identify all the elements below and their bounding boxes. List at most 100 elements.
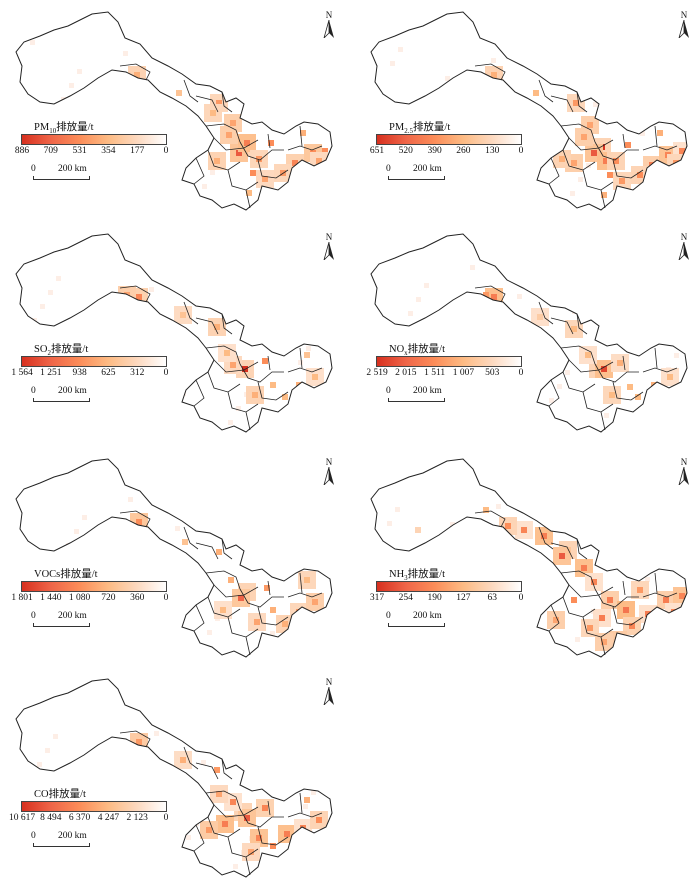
emission-cell xyxy=(571,320,577,326)
legend-tick-label: 938 xyxy=(72,368,87,378)
emission-cell xyxy=(663,597,669,603)
emission-cell xyxy=(173,405,178,410)
emission-cell xyxy=(225,718,230,723)
emission-cell xyxy=(395,507,400,512)
emission-cell xyxy=(591,150,597,156)
emission-cell xyxy=(242,372,248,378)
emission-cell xyxy=(102,418,107,423)
emission-cell xyxy=(230,350,236,356)
emission-cell xyxy=(174,751,180,757)
emission-cell xyxy=(180,751,186,757)
legend-tick-label: 503 xyxy=(485,368,500,378)
emission-cell xyxy=(310,158,316,164)
emission-cell xyxy=(144,629,149,634)
emission-cell xyxy=(254,613,260,619)
emission-cell xyxy=(615,643,621,649)
emission-cell xyxy=(585,358,591,364)
emission-cell xyxy=(570,191,575,196)
emission-cell xyxy=(390,61,395,66)
emission-cell xyxy=(319,776,324,781)
emission-cell xyxy=(629,617,635,623)
emission-cell xyxy=(304,577,310,583)
prefecture-border xyxy=(195,317,219,335)
emission-cell xyxy=(679,148,685,154)
emission-cell xyxy=(250,815,256,821)
emission-cell xyxy=(220,126,226,132)
emission-cell xyxy=(607,603,613,609)
emission-cell xyxy=(673,593,679,599)
emission-cell xyxy=(667,166,673,172)
emission-cell xyxy=(236,372,242,378)
emission-cell xyxy=(531,320,537,326)
emission-cell xyxy=(208,158,214,164)
emission-cell xyxy=(657,627,663,633)
emission-cell xyxy=(553,553,559,559)
prefecture-border xyxy=(207,149,241,171)
emission-cell xyxy=(606,534,611,539)
emission-cell xyxy=(312,599,318,605)
emission-cell xyxy=(536,594,541,599)
emission-cell xyxy=(613,591,619,597)
emission-cell xyxy=(212,288,217,293)
emission-cell xyxy=(236,156,242,162)
prefecture-border xyxy=(193,157,205,185)
emission-cell xyxy=(142,348,147,353)
legend-tick-label: 709 xyxy=(43,146,58,156)
emission-cell xyxy=(130,525,136,531)
emission-cell xyxy=(657,597,663,603)
emission-cell xyxy=(665,146,671,152)
emission-cell xyxy=(587,122,593,128)
emission-cell xyxy=(486,397,491,402)
emission-cell xyxy=(643,581,649,587)
north-arrow-icon: N xyxy=(322,232,336,265)
emission-cell xyxy=(236,799,242,805)
emission-cell xyxy=(56,276,61,281)
prefecture-border xyxy=(213,804,259,818)
emission-cell xyxy=(250,809,256,815)
emission-cell xyxy=(280,176,286,182)
emission-cell xyxy=(322,811,328,817)
emission-cell xyxy=(222,100,228,106)
scale-zero: 0 xyxy=(31,164,36,174)
emission-cell xyxy=(214,324,220,330)
legend-title: CO排放量/t xyxy=(34,789,86,800)
emission-cell xyxy=(298,166,304,172)
emission-cell xyxy=(531,148,536,153)
emission-cell xyxy=(282,615,288,621)
emission-cell xyxy=(603,158,609,164)
north-label: N xyxy=(680,10,688,20)
emission-cell xyxy=(588,281,593,286)
emission-cell xyxy=(242,855,248,861)
emission-cell xyxy=(543,308,549,314)
emission-cell xyxy=(240,803,246,809)
prefecture-border xyxy=(257,606,289,626)
prefecture-border xyxy=(550,317,574,335)
emission-cell xyxy=(587,116,593,122)
emission-cell xyxy=(553,156,559,162)
prefecture-border xyxy=(205,570,241,590)
emission-cell xyxy=(236,114,242,120)
prefecture-border xyxy=(205,345,241,365)
prefecture-border xyxy=(560,570,596,590)
prefecture-border xyxy=(119,63,151,81)
emission-cell xyxy=(553,162,559,168)
emission-cell xyxy=(107,862,112,867)
emission-cell xyxy=(653,563,658,568)
emission-cell xyxy=(250,170,256,176)
emission-cell xyxy=(499,529,505,535)
emission-cell xyxy=(465,607,470,612)
emission-cell xyxy=(230,114,236,120)
emission-cell xyxy=(605,144,611,150)
emission-cell xyxy=(629,623,635,629)
emission-cell xyxy=(517,294,522,299)
emission-cell xyxy=(262,805,268,811)
emission-cell xyxy=(226,132,232,138)
emission-cell xyxy=(200,827,206,833)
emission-cell xyxy=(150,334,155,339)
emission-cell xyxy=(134,72,140,78)
emission-cell xyxy=(605,138,611,144)
emission-cell xyxy=(607,645,613,651)
emission-cell xyxy=(262,811,268,817)
emission-cell xyxy=(262,150,268,156)
emission-cell xyxy=(222,797,228,803)
